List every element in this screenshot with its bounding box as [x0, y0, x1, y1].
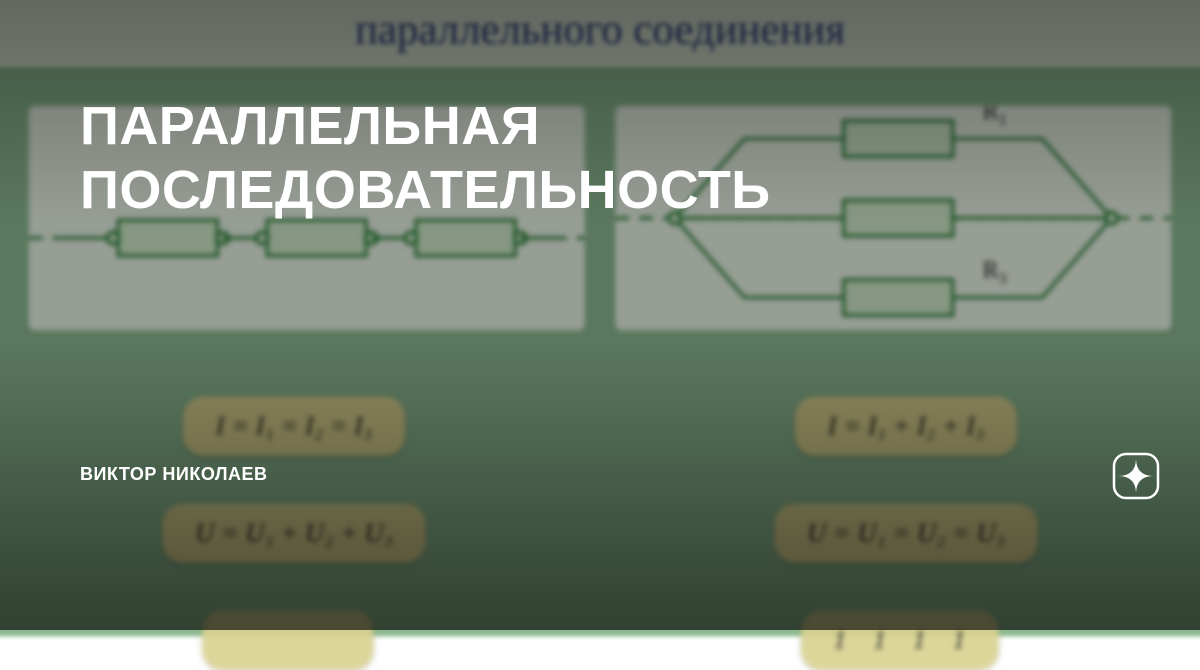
- svg-text:R3: R3: [983, 258, 1007, 288]
- formula-row-1: I = I₁ = I₂ = I₃ I = I₁ + I₂ + I₃: [0, 397, 1200, 456]
- slide-small-title: параллельного соединения: [0, 0, 1200, 67]
- formula-cut-right: 1 1 1 1: [800, 611, 998, 670]
- formula-row-2: U = U₁ + U₂ + U₃ U = U₁ = U₂ = U₃: [0, 504, 1200, 563]
- card-author: ВИКТОР НИКОЛАЕВ: [80, 464, 268, 485]
- formula-series-current: I = I₁ = I₂ = I₃: [183, 397, 405, 456]
- formula-series-voltage: U = U₁ + U₂ + U₃: [162, 504, 425, 563]
- formula-row-3-partial: 1 1 1 1: [0, 611, 1200, 670]
- formula-cut-left: [202, 611, 373, 670]
- card-headline: ПАРАЛЛЕЛЬНАЯ ПОСЛЕДОВАТЕЛЬНОСТЬ: [80, 95, 1120, 222]
- formula-parallel-voltage: U = U₁ = U₂ = U₃: [774, 504, 1037, 563]
- formula-parallel-current: I = I₁ + I₂ + I₃: [795, 397, 1017, 456]
- zen-platform-icon: [1112, 452, 1160, 500]
